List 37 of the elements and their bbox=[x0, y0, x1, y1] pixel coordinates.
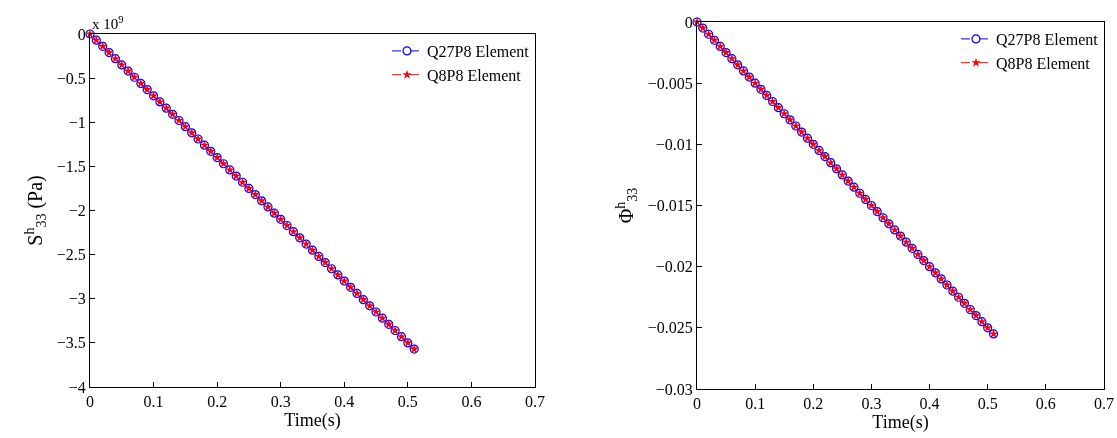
legend-label: Q8P8 Element bbox=[427, 66, 522, 84]
y-tick-label: −0.015 bbox=[647, 197, 693, 215]
x-axis-title: Time(s) bbox=[284, 410, 341, 432]
y-tick-label: −0.02 bbox=[655, 258, 693, 276]
y-tick-label: −1.5 bbox=[56, 157, 86, 175]
x-tick-label: 0.1 bbox=[745, 395, 766, 413]
y-tick-label: −4 bbox=[68, 378, 86, 396]
y-tick-label: 0 bbox=[77, 25, 86, 43]
x-tick-label: 0.1 bbox=[143, 393, 164, 411]
x-tick-label: 0.5 bbox=[977, 395, 998, 413]
x-tick-label: 0.2 bbox=[803, 395, 824, 413]
x-tick-label: 0.7 bbox=[525, 393, 545, 411]
x-tick-label: 0.4 bbox=[334, 393, 355, 411]
y-tick-label: −3 bbox=[68, 290, 86, 308]
x-tick-label: 0.6 bbox=[1035, 395, 1056, 413]
x-tick-label: 0.4 bbox=[919, 395, 940, 413]
x-tick-label: 0.5 bbox=[397, 393, 418, 411]
legend-label: Q27P8 Element bbox=[427, 43, 530, 61]
x-tick-label: 0.6 bbox=[461, 393, 482, 411]
y-tick-label: −3.5 bbox=[56, 334, 86, 352]
y-tick-label: 0 bbox=[684, 13, 693, 31]
y-tick-label: −2 bbox=[68, 202, 86, 220]
x-tick-label: 0.2 bbox=[207, 393, 228, 411]
y-tick-label: −2.5 bbox=[56, 246, 86, 264]
y-tick-label: −0.5 bbox=[56, 69, 86, 87]
y-tick-label: −1 bbox=[68, 113, 86, 131]
x-tick-label: 0.3 bbox=[861, 395, 882, 413]
y-tick-label: −0.01 bbox=[655, 135, 693, 153]
y-tick-label: −0.03 bbox=[655, 380, 693, 398]
legend-label: Q8P8 Element bbox=[996, 54, 1091, 72]
x-tick-label: 0.3 bbox=[270, 393, 291, 411]
y-tick-label: −0.005 bbox=[647, 74, 693, 92]
x-axis-title: Time(s) bbox=[872, 412, 929, 434]
legend-label: Q27P8 Element bbox=[996, 31, 1099, 49]
x-tick-label: 0.7 bbox=[1094, 395, 1114, 413]
text: x 10$^{9}$ bbox=[92, 14, 124, 33]
y-tick-label: −0.025 bbox=[647, 319, 693, 337]
